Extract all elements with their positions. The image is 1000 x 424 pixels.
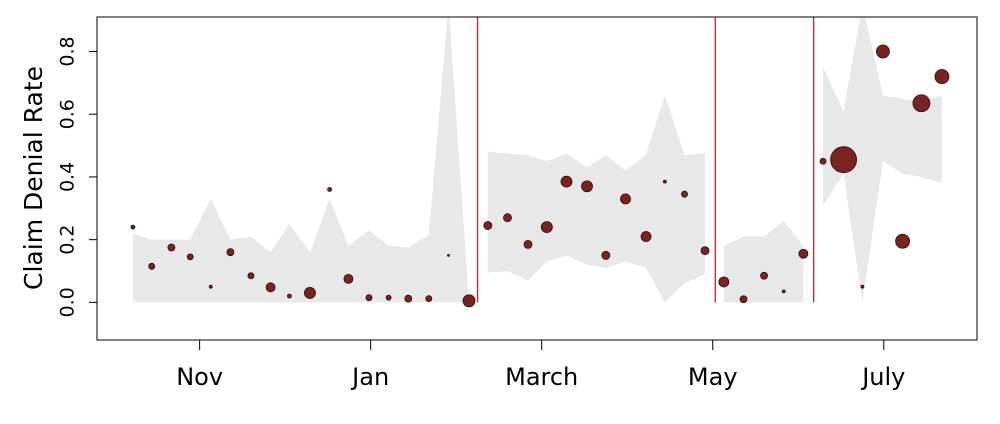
bubble xyxy=(265,282,276,293)
bubble xyxy=(208,284,213,289)
bubble xyxy=(425,295,433,303)
bubble xyxy=(540,221,553,234)
x-tick-label: March xyxy=(505,363,578,391)
bubble xyxy=(760,271,768,280)
bubble xyxy=(462,294,476,308)
bubble xyxy=(934,69,950,84)
bubble xyxy=(287,293,292,299)
bubble xyxy=(681,190,688,198)
y-tick-label: 0.4 xyxy=(57,162,79,192)
bubble xyxy=(304,287,316,299)
y-tick-label: 0.6 xyxy=(57,99,79,129)
confidence-band xyxy=(723,220,804,303)
bubble xyxy=(130,224,136,230)
bubble xyxy=(365,294,373,302)
bubble xyxy=(404,294,413,303)
y-tick-label: 0.0 xyxy=(57,287,79,317)
confidence-band xyxy=(823,17,942,303)
bubble xyxy=(601,250,611,260)
bubble xyxy=(327,187,333,192)
bubble xyxy=(662,179,667,184)
bubble xyxy=(447,253,450,257)
confidence-band xyxy=(132,17,470,303)
bubble xyxy=(819,157,827,165)
bubble xyxy=(167,243,176,252)
bubble xyxy=(895,233,910,249)
x-tick-label: Jan xyxy=(350,363,389,391)
bubble xyxy=(876,44,890,59)
bubble xyxy=(247,272,255,280)
y-tick-label: 0.8 xyxy=(57,36,79,66)
mark-layer xyxy=(130,17,950,308)
bubble xyxy=(830,146,857,174)
bubble xyxy=(781,289,786,294)
bubble xyxy=(640,231,652,242)
bubble xyxy=(483,221,493,230)
plot-frame xyxy=(96,16,978,341)
confidence-band xyxy=(487,95,706,303)
y-tick-label: 0.2 xyxy=(57,225,79,255)
bubble xyxy=(186,253,194,261)
bubble xyxy=(739,295,748,304)
bubble xyxy=(503,213,512,223)
bubble xyxy=(798,248,809,259)
bubble xyxy=(385,294,392,301)
bubble xyxy=(912,94,931,113)
bubble xyxy=(148,262,156,270)
bubble xyxy=(523,239,533,249)
bubble xyxy=(226,248,235,257)
bubble xyxy=(620,193,631,205)
x-tick-label: May xyxy=(688,363,738,391)
bubble xyxy=(700,246,710,256)
bubble xyxy=(718,276,730,288)
y-axis-label: Claim Denial Rate xyxy=(19,66,48,290)
bubble xyxy=(560,175,573,188)
bubble xyxy=(343,273,354,284)
bubble xyxy=(860,284,865,289)
x-tick-label: Nov xyxy=(176,363,223,391)
bubble xyxy=(581,180,593,193)
band-layer xyxy=(132,17,942,303)
x-tick-label: July xyxy=(860,363,905,391)
